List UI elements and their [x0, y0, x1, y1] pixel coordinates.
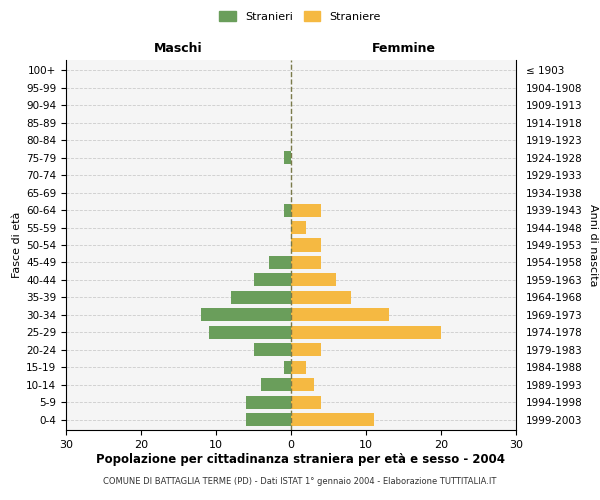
Bar — [201, 308, 291, 322]
Bar — [291, 396, 321, 408]
Bar — [291, 256, 321, 269]
Text: COMUNE DI BATTAGLIA TERME (PD) - Dati ISTAT 1° gennaio 2004 - Elaborazione TUTTI: COMUNE DI BATTAGLIA TERME (PD) - Dati IS… — [103, 478, 497, 486]
Bar — [291, 221, 306, 234]
Bar — [246, 396, 291, 408]
Bar — [284, 204, 291, 216]
Bar — [231, 291, 291, 304]
Bar — [291, 326, 441, 339]
Bar — [291, 204, 321, 216]
Y-axis label: Anni di nascita: Anni di nascita — [588, 204, 598, 286]
Bar — [291, 274, 336, 286]
Bar — [269, 256, 291, 269]
Bar — [291, 291, 351, 304]
Bar — [291, 413, 373, 426]
Y-axis label: Fasce di età: Fasce di età — [12, 212, 22, 278]
Bar — [246, 413, 291, 426]
Bar — [291, 308, 389, 322]
Bar — [291, 378, 314, 391]
Bar — [291, 360, 306, 374]
Bar — [261, 378, 291, 391]
Bar — [254, 343, 291, 356]
Bar — [284, 151, 291, 164]
Bar — [291, 238, 321, 252]
Bar — [284, 360, 291, 374]
Text: Popolazione per cittadinanza straniera per età e sesso - 2004: Popolazione per cittadinanza straniera p… — [95, 452, 505, 466]
Bar — [291, 343, 321, 356]
Bar — [209, 326, 291, 339]
Legend: Stranieri, Straniere: Stranieri, Straniere — [216, 8, 384, 25]
Bar — [254, 274, 291, 286]
